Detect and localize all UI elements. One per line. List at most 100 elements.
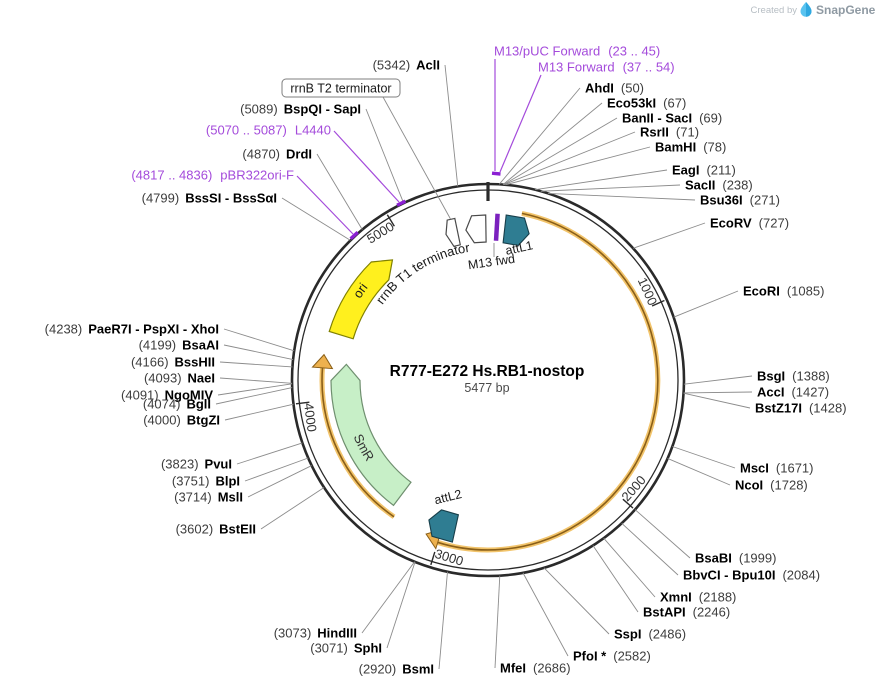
plasmid-length: 5477 bp bbox=[464, 381, 509, 395]
site-label-hindiii[interactable]: (3073) HindIII bbox=[274, 626, 357, 641]
site-callout-line bbox=[672, 446, 736, 469]
site-label-ecorv[interactable]: EcoRV (727) bbox=[710, 216, 789, 231]
site-callout-line bbox=[522, 572, 569, 657]
site-label-eco53ki[interactable]: Eco53kI (67) bbox=[607, 96, 686, 111]
feature-ori-arrow[interactable] bbox=[328, 259, 394, 340]
rrnb-t2-callout-line bbox=[382, 96, 451, 220]
site-callout-line bbox=[316, 153, 363, 230]
site-label-ecori[interactable]: EcoRI (1085) bbox=[743, 284, 824, 299]
site-label-bstz17i[interactable]: BstZ17I (1428) bbox=[755, 401, 847, 416]
site-callout-line bbox=[683, 391, 753, 394]
site-label-ahdi[interactable]: AhdI (50) bbox=[585, 81, 644, 96]
site-label-bsmi[interactable]: (2920) BsmI bbox=[359, 662, 434, 677]
site-label-acci[interactable]: AccI (1427) bbox=[757, 385, 829, 400]
orf-arc-smr-core bbox=[321, 367, 395, 518]
site-label-ngomiv[interactable]: (4091) NgoMIV bbox=[121, 388, 213, 403]
site-callout-line bbox=[505, 146, 651, 186]
site-label-pvui[interactable]: (3823) PvuI bbox=[161, 457, 232, 472]
primer-label-m13-forward[interactable]: M13 Forward (37 .. 54) bbox=[538, 60, 675, 75]
primer-label-pbr322ori-f[interactable]: (4817 .. 4836) pBR322ori-F bbox=[131, 168, 294, 183]
site-label-msli[interactable]: (3714) MslI bbox=[174, 490, 243, 505]
primer-callout-line bbox=[296, 175, 354, 235]
site-label-bbvci-bpu10i[interactable]: BbvCI - Bpu10I (2084) bbox=[683, 568, 820, 583]
site-callout-line bbox=[281, 197, 351, 241]
snapgene-droplet-icon bbox=[800, 2, 812, 17]
site-callout-line bbox=[683, 392, 751, 409]
feature-m13-fwd-bar[interactable] bbox=[493, 213, 500, 241]
primer-ring-tick bbox=[349, 230, 359, 241]
site-label-acli[interactable]: (5342) AclI bbox=[373, 58, 440, 73]
site-callout-line bbox=[534, 169, 668, 191]
site-label-bsabi[interactable]: BsaBI (1999) bbox=[695, 551, 776, 566]
site-callout-line bbox=[223, 344, 294, 360]
site-callout-line bbox=[540, 184, 681, 192]
scale-tick bbox=[295, 401, 310, 405]
scale-tick bbox=[386, 214, 395, 227]
site-label-bsu36i[interactable]: Bsu36I (271) bbox=[700, 193, 780, 208]
created-by-text: Created by bbox=[751, 5, 798, 16]
site-label-bgli[interactable]: (4074) BglI bbox=[143, 397, 211, 412]
site-callout-line bbox=[215, 387, 293, 405]
site-callout-line bbox=[444, 64, 459, 187]
site-label-msci[interactable]: MscI (1671) bbox=[740, 461, 813, 476]
site-callout-line bbox=[361, 561, 415, 634]
feature-attl2-arrow[interactable] bbox=[428, 509, 460, 543]
site-label-paer7i-pspxi-xhoi[interactable]: (4238) PaeR7I - PspXI - XhoI bbox=[45, 322, 219, 337]
site-label-sacii[interactable]: SacII (238) bbox=[685, 178, 753, 193]
site-callout-line bbox=[503, 117, 618, 186]
primer-callout-line bbox=[333, 130, 400, 203]
site-label-rsrii[interactable]: RsrII (71) bbox=[640, 125, 699, 140]
site-label-bamhi[interactable]: BamHI (78) bbox=[655, 140, 726, 155]
primer-ring-tick bbox=[491, 171, 501, 176]
site-callout-line bbox=[633, 222, 706, 249]
plasmid-title: R777-E272 Hs.RB1-nostop bbox=[390, 363, 585, 380]
primer-label-l4440[interactable]: (5070 .. 5087) L4440 bbox=[206, 123, 331, 138]
scale-tick bbox=[622, 498, 634, 509]
site-callout-line bbox=[592, 545, 639, 613]
site-label-bstapi[interactable]: BstAPI (2246) bbox=[643, 605, 730, 620]
scale-tick bbox=[430, 551, 436, 566]
site-label-bsteii[interactable]: (3602) BstEII bbox=[176, 522, 256, 537]
primer-callout-line bbox=[499, 74, 542, 173]
site-label-xmni[interactable]: XmnI (2188) bbox=[660, 590, 736, 605]
site-label-sspi[interactable]: SspI (2486) bbox=[614, 627, 686, 642]
rrnb-t2-label-box bbox=[281, 78, 401, 98]
site-callout-line bbox=[365, 108, 405, 204]
site-label-drdi[interactable]: (4870) DrdI bbox=[242, 147, 312, 162]
site-callout-line bbox=[247, 465, 312, 498]
feature-attl1-arrow[interactable] bbox=[502, 214, 530, 246]
site-callout-line bbox=[494, 575, 501, 669]
orf-arc-rb1-core bbox=[437, 212, 659, 551]
site-callout-line bbox=[223, 328, 295, 352]
scale-tick-label: 4000 bbox=[301, 402, 319, 433]
site-label-pfoi[interactable]: PfoI * (2582) bbox=[573, 649, 651, 664]
site-callout-line bbox=[683, 375, 753, 385]
site-label-ncoi[interactable]: NcoI (1728) bbox=[735, 478, 808, 493]
site-callout-line bbox=[498, 87, 581, 185]
site-label-eagi[interactable]: EagI (211) bbox=[672, 163, 736, 178]
site-label-naei[interactable]: (4093) NaeI bbox=[144, 371, 215, 386]
site-label-bspqi-sapi[interactable]: (5089) BspQI - SapI bbox=[240, 102, 361, 117]
site-label-bsgi[interactable]: BsgI (1388) bbox=[757, 369, 830, 384]
site-callout-line bbox=[219, 377, 293, 384]
site-label-bsshii[interactable]: (4166) BssHII bbox=[131, 355, 215, 370]
site-label-bsssi-bsss-i[interactable]: (4799) BssSI - BssSαI bbox=[142, 191, 277, 206]
site-label-btgzi[interactable]: (4000) BtgZI bbox=[143, 413, 220, 428]
site-label-mfei[interactable]: MfeI (2686) bbox=[500, 661, 571, 676]
feature-smr-arrow[interactable] bbox=[330, 363, 412, 507]
site-callout-line bbox=[621, 522, 679, 576]
site-label-sphi[interactable]: (3071) SphI bbox=[310, 641, 382, 656]
site-label-bsaai[interactable]: (4199) BsaAI bbox=[139, 338, 219, 353]
site-callout-line bbox=[438, 571, 448, 670]
site-label-blpi[interactable]: (3751) BlpI bbox=[172, 474, 240, 489]
site-label-banii-saci[interactable]: BanII - SacI (69) bbox=[622, 111, 722, 126]
site-callout-line bbox=[634, 509, 691, 559]
feature-label-m13-fwd: M13 fwd bbox=[467, 252, 516, 272]
primer-label-m13-puc-forward[interactable]: M13/pUC Forward (23 .. 45) bbox=[494, 44, 660, 59]
feature-rrnb-t1-terminator[interactable] bbox=[465, 214, 487, 244]
orf-arc-smr-arrowhead bbox=[311, 353, 334, 370]
feature-rrnb-t2-terminator[interactable] bbox=[445, 217, 462, 247]
